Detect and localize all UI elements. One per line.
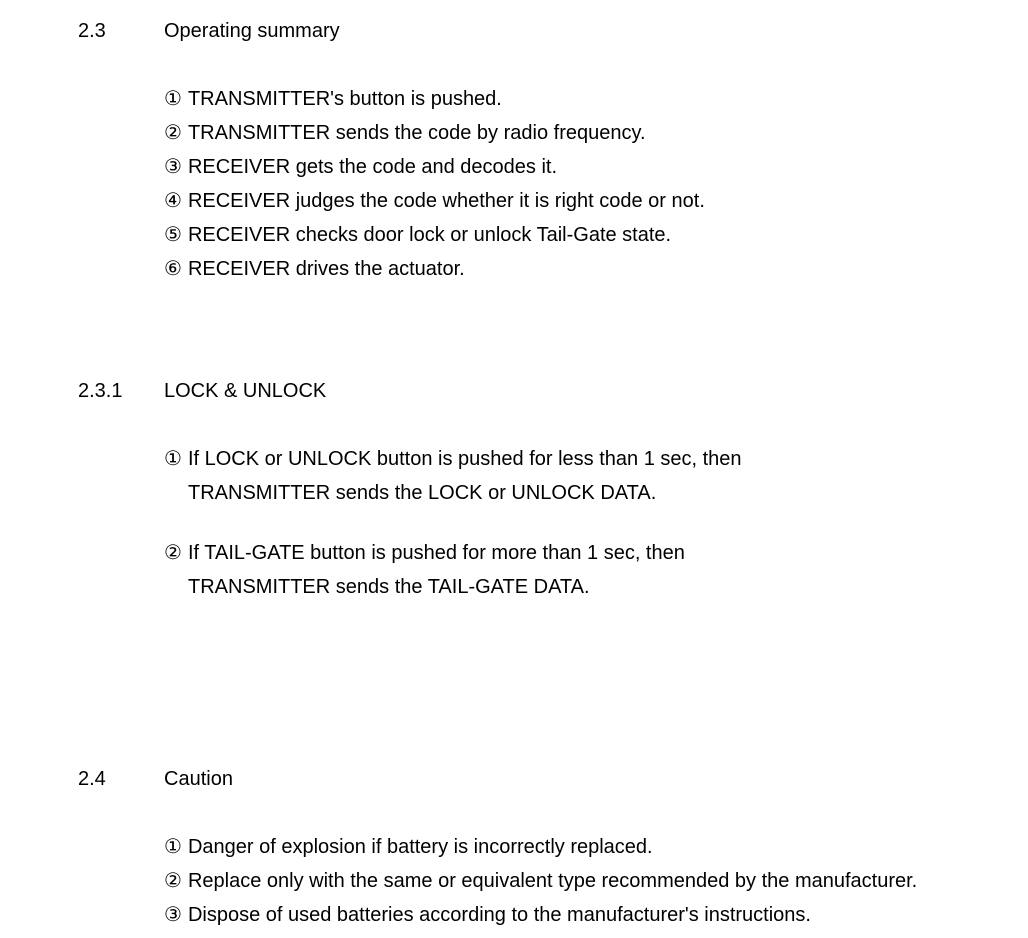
circled-number-glyph: ① <box>164 442 182 476</box>
list-item: ④ RECEIVER judges the code whether it is… <box>164 184 1008 218</box>
section-heading-24: 2.4 Caution <box>78 762 1008 796</box>
section-title: LOCK & UNLOCK <box>164 374 326 408</box>
list-item-text: TRANSMITTER's button is pushed. <box>188 82 502 116</box>
document-page: 2.3 Operating summary ① TRANSMITTER's bu… <box>0 0 1028 932</box>
list-item: ⑥ RECEIVER drives the actuator. <box>164 252 1008 286</box>
list-item-text: RECEIVER checks door lock or unlock Tail… <box>188 218 671 252</box>
list-item-text: RECEIVER gets the code and decodes it. <box>188 150 557 184</box>
list-item-text: If TAIL-GATE button is pushed for more t… <box>188 536 685 570</box>
list-item: ③ Dispose of used batteries according to… <box>164 898 1008 932</box>
section-number: 2.4 <box>78 762 164 796</box>
section-23-items: ① TRANSMITTER's button is pushed. ② TRAN… <box>164 82 1008 286</box>
list-item-text: TRANSMITTER sends the LOCK or UNLOCK DAT… <box>188 476 656 510</box>
section-heading-231: 2.3.1 LOCK & UNLOCK <box>78 374 1008 408</box>
section-number: 2.3.1 <box>78 374 164 408</box>
list-item-text: If LOCK or UNLOCK button is pushed for l… <box>188 442 742 476</box>
list-item-text: RECEIVER judges the code whether it is r… <box>188 184 705 218</box>
circled-number-glyph: ① <box>164 82 182 116</box>
list-item-continuation: TRANSMITTER sends the LOCK or UNLOCK DAT… <box>188 476 1008 510</box>
circled-number-glyph: ② <box>164 116 182 150</box>
circled-number-glyph: ④ <box>164 184 182 218</box>
section-title: Caution <box>164 762 233 796</box>
circled-number-glyph: ⑥ <box>164 252 182 286</box>
list-item: ② Replace only with the same or equivale… <box>164 864 1008 898</box>
list-item-text: Replace only with the same or equivalent… <box>188 864 917 898</box>
circled-number-glyph: ③ <box>164 150 182 184</box>
list-item: ① TRANSMITTER's button is pushed. <box>164 82 1008 116</box>
circled-number-glyph: ① <box>164 830 182 864</box>
list-item-continuation: TRANSMITTER sends the TAIL-GATE DATA. <box>188 570 1008 604</box>
list-item: ⑤ RECEIVER checks door lock or unlock Ta… <box>164 218 1008 252</box>
section-title: Operating summary <box>164 14 340 48</box>
circled-number-glyph: ③ <box>164 898 182 932</box>
list-item-text: Danger of explosion if battery is incorr… <box>188 830 653 864</box>
section-number: 2.3 <box>78 14 164 48</box>
section-231-items: ① If LOCK or UNLOCK button is pushed for… <box>164 442 1008 604</box>
list-item: ② TRANSMITTER sends the code by radio fr… <box>164 116 1008 150</box>
circled-number-glyph: ② <box>164 536 182 570</box>
list-item-text: TRANSMITTER sends the TAIL-GATE DATA. <box>188 570 590 604</box>
list-item: ② If TAIL-GATE button is pushed for more… <box>164 536 1008 570</box>
list-item-text: Dispose of used batteries according to t… <box>188 898 811 932</box>
circled-number-glyph: ② <box>164 864 182 898</box>
list-item-text: TRANSMITTER sends the code by radio freq… <box>188 116 646 150</box>
circled-number-glyph: ⑤ <box>164 218 182 252</box>
section-heading-23: 2.3 Operating summary <box>78 14 1008 48</box>
list-item: ③ RECEIVER gets the code and decodes it. <box>164 150 1008 184</box>
list-item: ① Danger of explosion if battery is inco… <box>164 830 1008 864</box>
section-24-items: ① Danger of explosion if battery is inco… <box>164 830 1008 932</box>
list-item: ① If LOCK or UNLOCK button is pushed for… <box>164 442 1008 476</box>
list-item-text: RECEIVER drives the actuator. <box>188 252 465 286</box>
